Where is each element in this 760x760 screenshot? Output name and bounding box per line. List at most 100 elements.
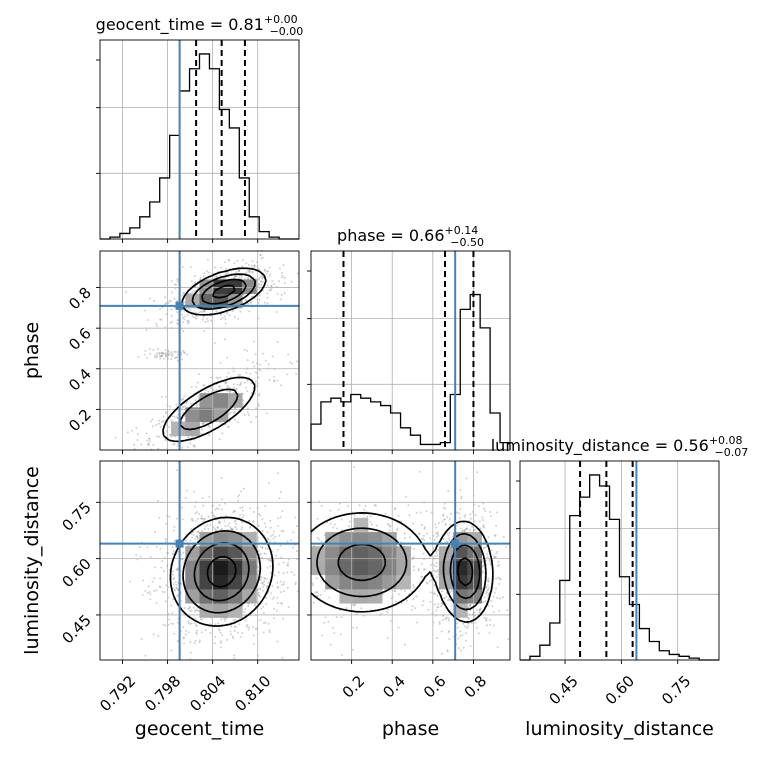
sample-point — [237, 269, 240, 272]
sample-point — [149, 420, 152, 423]
sample-point — [280, 602, 283, 605]
sample-point — [276, 610, 279, 613]
sample-point — [246, 349, 249, 352]
sample-point — [413, 556, 416, 559]
sample-point — [226, 638, 229, 641]
sample-point — [114, 436, 117, 439]
sample-point — [473, 529, 476, 532]
sample-point — [203, 421, 206, 424]
sample-point — [219, 631, 222, 634]
sample-point — [226, 311, 229, 314]
sample-point — [249, 526, 252, 529]
density-cell — [353, 574, 369, 590]
sample-point — [232, 412, 235, 415]
sample-point — [232, 310, 235, 313]
sample-point — [191, 517, 194, 520]
sample-point — [447, 598, 450, 601]
sample-point — [195, 535, 198, 538]
sample-point — [223, 338, 226, 341]
sample-point — [493, 555, 496, 558]
sample-point — [171, 320, 174, 323]
sample-point — [234, 526, 237, 529]
sample-point — [156, 354, 159, 357]
sample-point — [463, 515, 466, 518]
diag-panel-geocent_time: geocent_time = 0.81+0.00 −0.00 — [96, 13, 304, 243]
sample-point — [259, 253, 262, 256]
sample-point — [329, 643, 332, 646]
sample-point — [182, 551, 185, 554]
sample-point — [173, 589, 176, 592]
sample-point — [215, 376, 218, 379]
sample-point — [248, 269, 251, 272]
sample-point — [219, 642, 222, 645]
sample-point — [219, 313, 222, 316]
sample-point — [258, 393, 261, 396]
sample-point — [486, 556, 489, 559]
sample-point — [193, 275, 196, 278]
sample-point — [250, 392, 253, 395]
sample-point — [161, 420, 164, 423]
sample-point — [182, 292, 185, 295]
sample-point — [258, 298, 261, 301]
sample-point — [483, 616, 486, 619]
sample-point — [246, 390, 249, 393]
sample-point — [262, 276, 265, 279]
sample-point — [187, 622, 190, 625]
sample-point — [493, 591, 496, 594]
sample-point — [159, 307, 162, 310]
sample-point — [162, 415, 165, 418]
sample-point — [187, 631, 190, 634]
sample-point — [261, 276, 264, 279]
truth-marker — [175, 301, 184, 310]
contour-level-0 — [310, 512, 494, 623]
sample-point — [485, 619, 488, 622]
x-tick-label-phase-3: 0.8 — [461, 672, 491, 702]
sample-point — [151, 418, 154, 421]
y-tick-label-phase-0: 0.2 — [65, 405, 95, 435]
sample-point — [229, 411, 232, 414]
sample-point — [460, 497, 463, 500]
sample-point — [264, 505, 267, 508]
sample-point — [459, 508, 462, 511]
sample-point — [478, 611, 481, 614]
sample-point — [425, 532, 428, 535]
sample-point — [421, 576, 424, 579]
sample-point — [176, 280, 179, 283]
sample-point — [233, 625, 236, 628]
sample-point — [161, 590, 164, 593]
sample-point — [187, 446, 190, 449]
sample-point — [492, 624, 495, 627]
sample-point — [221, 317, 224, 320]
sample-point — [229, 633, 232, 636]
sample-point — [193, 290, 196, 293]
sample-point — [182, 561, 185, 564]
sample-point — [260, 581, 263, 584]
sample-point — [199, 277, 202, 280]
sample-point — [258, 278, 261, 281]
sample-point — [203, 329, 206, 332]
sample-point — [162, 570, 165, 573]
sample-point — [246, 302, 249, 305]
sample-point — [261, 546, 264, 549]
sample-point — [160, 354, 163, 357]
sample-point — [257, 405, 260, 408]
title-minus: −0.00 — [270, 25, 304, 38]
sample-point — [176, 322, 179, 325]
sample-point — [260, 576, 263, 579]
sample-point — [187, 319, 190, 322]
sample-point — [200, 618, 203, 621]
sample-point — [233, 418, 236, 421]
sample-point — [286, 571, 289, 574]
sample-point — [488, 558, 491, 561]
sample-point — [170, 308, 173, 311]
sample-point — [233, 262, 236, 265]
sample-point — [282, 572, 285, 575]
sample-point — [260, 274, 263, 277]
sample-point — [418, 470, 421, 473]
sample-point — [266, 284, 269, 287]
sample-point — [225, 375, 228, 378]
sample-point — [200, 515, 203, 518]
sample-point — [163, 591, 166, 594]
sample-point — [485, 619, 488, 622]
density-phase-luminosity_distance — [310, 465, 510, 657]
